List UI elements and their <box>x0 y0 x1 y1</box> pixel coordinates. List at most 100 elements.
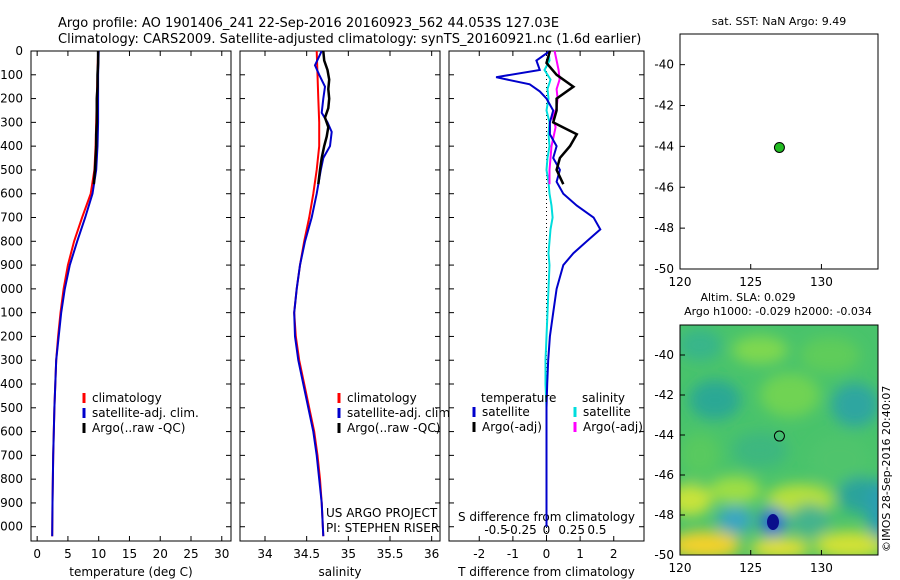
y-tick-label: 600 <box>0 187 23 201</box>
y-tick-label: 1100 <box>0 306 23 320</box>
argo-location-marker <box>773 141 785 153</box>
y-tick-label: -44 <box>654 428 674 442</box>
y-tick-label: 1300 <box>0 353 23 367</box>
x-tick-label: 25 <box>183 547 198 561</box>
x-tick-label: 35.5 <box>377 547 404 561</box>
x-tick-label: 125 <box>739 561 762 575</box>
sla-blob <box>680 531 741 555</box>
y-tick-label: -48 <box>654 221 674 235</box>
temperature-panel: 0 5 10 15 20 25 300100200300400500600700800900… <box>0 44 232 579</box>
y-tick-label: -42 <box>654 99 674 113</box>
s-tick-label: 0.5 <box>587 523 606 537</box>
y-tick-label: 200 <box>0 92 23 106</box>
sla-blob <box>831 383 878 427</box>
x-tick-label: 20 <box>153 547 168 561</box>
legend-label: climatology <box>347 391 417 405</box>
y-tick-label: -46 <box>654 468 674 482</box>
legend-label: Argo(..raw -QC) <box>92 421 185 435</box>
sal-satellite-line <box>293 50 333 537</box>
temperature-x-axis-label: temperature (deg C) <box>69 565 192 579</box>
y-tick-label: -46 <box>654 180 674 194</box>
temp-argo-line <box>92 51 100 185</box>
temperature-plot-frame <box>30 50 232 542</box>
y-tick-label: 0 <box>15 44 23 58</box>
x-tick-label: 5 <box>64 547 72 561</box>
difference-x-axis-label: T difference from climatology <box>457 565 635 579</box>
y-tick-label: 300 <box>0 115 23 129</box>
x-tick-label: 0 <box>33 547 41 561</box>
y-tick-label: -42 <box>654 388 674 402</box>
y-tick-label: 1200 <box>0 329 23 343</box>
y-tick-label: -50 <box>654 262 674 276</box>
s-tick-label: 0 <box>543 523 551 537</box>
y-tick-label: -44 <box>654 139 674 153</box>
salinity-plot-frame <box>239 50 441 542</box>
y-tick-label: 100 <box>0 68 23 82</box>
sla-map-title: Altim. SLA: 0.029 <box>700 291 795 304</box>
salinity-panel: 34 34.5 35 35.5 36 salinity climatologysatelli… <box>239 50 454 579</box>
sla-blob <box>866 480 878 540</box>
y-tick-label: 1700 <box>0 448 23 462</box>
x-tick-label: -1 <box>507 547 519 561</box>
x-tick-label: 1 <box>576 547 584 561</box>
imos-stamp: ©IMOS 28-Sep-2016 20:40:07 <box>880 386 893 552</box>
sla-blob <box>709 476 761 504</box>
y-tick-label: -40 <box>654 58 674 72</box>
header-line-2: Climatology: CARS2009. Satellite-adjuste… <box>58 32 641 47</box>
legend-title-salinity: salinity <box>582 391 625 405</box>
sla-blob <box>680 329 722 361</box>
diff-sal-argo-line <box>548 50 561 185</box>
legend-label: Argo(-adj) <box>482 420 542 434</box>
y-tick-label: 1500 <box>0 401 23 415</box>
x-tick-label: 34 <box>257 547 272 561</box>
legend-label: satellite-adj. clim. <box>347 406 454 420</box>
y-tick-label: 1800 <box>0 472 23 486</box>
sla-blob <box>810 436 870 484</box>
y-tick-label: 2000 <box>0 520 23 534</box>
legend-label: Argo(..raw -QC) <box>347 421 440 435</box>
legend-label: Argo(-adj) <box>583 420 643 434</box>
x-tick-label: 30 <box>214 547 229 561</box>
x-tick-label: 34.5 <box>293 547 320 561</box>
s-tick-label: 0.25 <box>558 523 585 537</box>
argo-location-marker <box>773 430 785 442</box>
sla-map-panel: 120 125 130 -40 -42 -44 -46 -48 -50 Altim. SLA: 0… <box>654 291 879 575</box>
sla-blobs <box>680 329 878 555</box>
x-tick-label: 130 <box>810 275 833 289</box>
legend-label: satellite <box>583 405 631 419</box>
y-tick-label: 1000 <box>0 282 23 296</box>
sst-map-panel: 120 125 130 -40 -42 -44 -46 -48 -50 sat. SST: NaN… <box>654 15 879 289</box>
sla-blob <box>750 538 810 555</box>
y-tick-label: -48 <box>654 508 674 522</box>
legend-title-temperature: temperature <box>481 391 556 405</box>
sla-blob <box>760 373 820 417</box>
x-tick-label: 10 <box>91 547 106 561</box>
s-tick-label: -0.5 <box>484 523 507 537</box>
y-tick-label: 500 <box>0 163 23 177</box>
x-tick-label: 125 <box>739 275 762 289</box>
x-tick-label: 15 <box>122 547 137 561</box>
s-tick-label: -0.25 <box>506 523 537 537</box>
y-tick-label: 900 <box>0 258 23 272</box>
sla-blob <box>800 337 860 373</box>
x-tick-label: 35 <box>341 547 356 561</box>
pi-credit: PI: STEPHEN RISER <box>326 521 439 535</box>
sla-map-subtitle: Argo h1000: -0.029 h2000: -0.034 <box>684 305 872 318</box>
sla-blob <box>717 506 753 534</box>
x-tick-label: 130 <box>810 561 833 575</box>
y-tick-label: -40 <box>654 348 674 362</box>
legend-label: satellite <box>482 405 530 419</box>
legend-label: climatology <box>92 391 162 405</box>
y-tick-label: 700 <box>0 211 23 225</box>
y-tick-label: 1600 <box>0 425 23 439</box>
sla-blob <box>680 433 720 477</box>
diff-temp-argo-line <box>545 50 579 185</box>
sla-blob <box>689 380 741 420</box>
salinity-x-axis-label: salinity <box>318 565 361 579</box>
sla-low-core <box>767 514 779 530</box>
x-tick-label: 36 <box>424 547 439 561</box>
project-credit: US ARGO PROJECT <box>326 506 438 520</box>
y-tick-label: 1400 <box>0 377 23 391</box>
y-tick-label: -50 <box>654 548 674 562</box>
x-tick-label: 2 <box>610 547 618 561</box>
